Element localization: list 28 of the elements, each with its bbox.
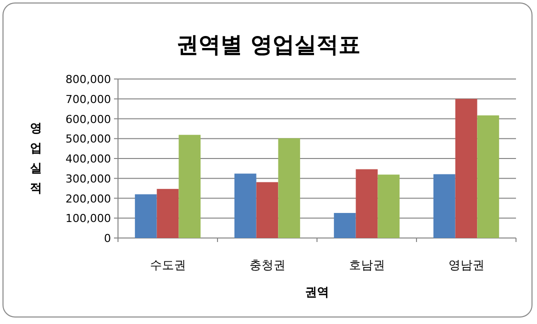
x-tick-label: 영남권: [448, 258, 484, 272]
bar: [477, 115, 500, 238]
x-axis-title: 권역: [305, 285, 329, 299]
bar: [256, 182, 278, 238]
y-tick-label: 600,000: [66, 112, 111, 126]
y-tick-label: 300,000: [66, 172, 111, 186]
bar: [455, 98, 478, 238]
bar: [156, 188, 179, 238]
bar: [433, 174, 456, 238]
bar: [178, 134, 201, 238]
bar: [234, 174, 256, 238]
x-tick-label: 호남권: [348, 258, 385, 272]
bar: [278, 138, 300, 238]
y-tick-label: 800,000: [66, 73, 111, 86]
x-tick-label: 수도권: [150, 258, 186, 272]
y-tick-label: 700,000: [66, 92, 111, 106]
chart-title: 권역별 영업실적표: [176, 33, 360, 58]
bar: [334, 212, 356, 238]
y-tick-label: 0: [104, 232, 111, 245]
y-tick-label: 100,000: [66, 212, 111, 226]
bar: [134, 194, 157, 238]
bar: [378, 174, 400, 238]
y-tick-label: 400,000: [66, 152, 111, 166]
y-tick-label: 200,000: [66, 192, 111, 206]
y-axis-title: 영업실적: [30, 121, 42, 195]
bar: [356, 169, 378, 238]
y-tick-label: 500,000: [66, 132, 111, 146]
x-tick-label: 충청권: [249, 258, 286, 272]
